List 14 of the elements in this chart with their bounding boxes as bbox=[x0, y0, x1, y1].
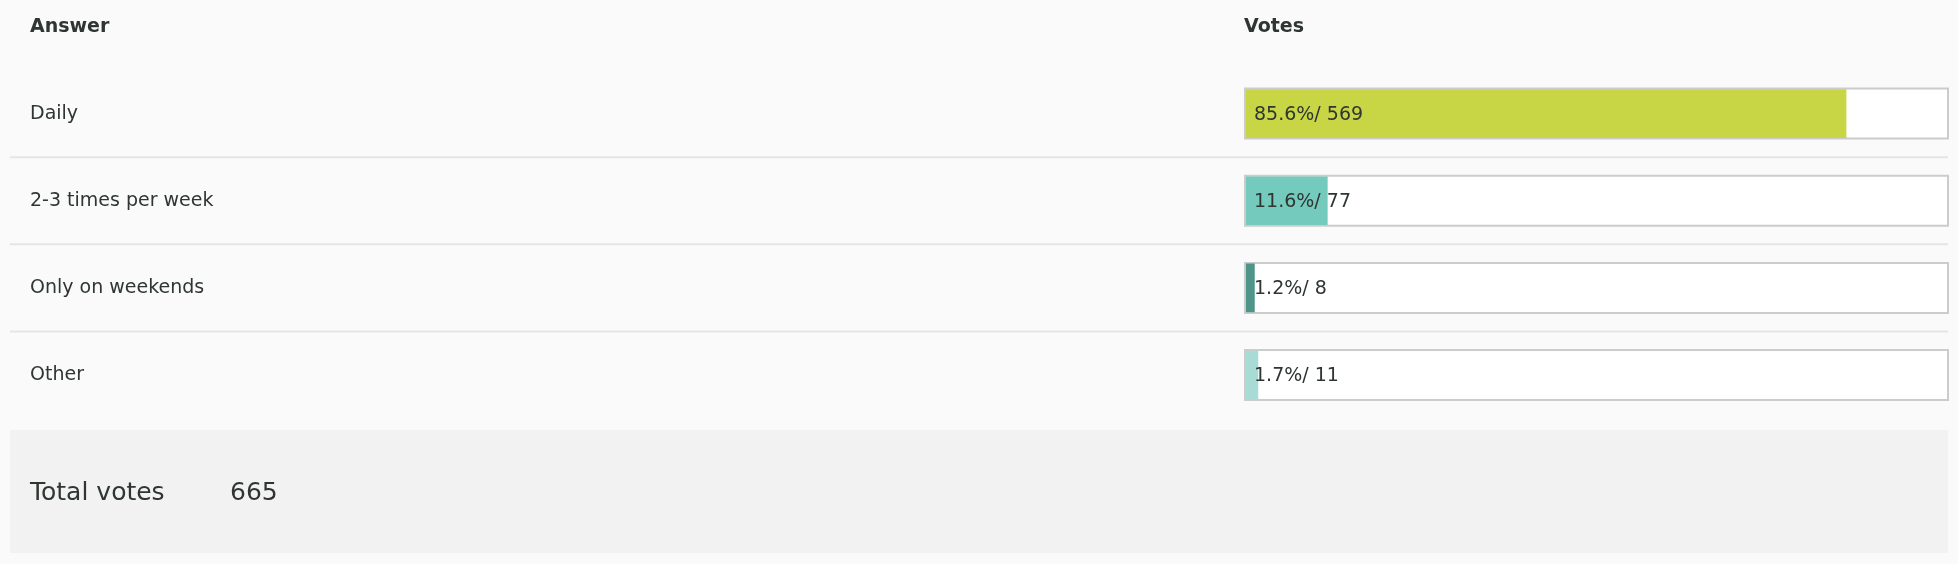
bar bbox=[1246, 176, 1328, 226]
data-label: 85.6%/ 569 bbox=[1254, 101, 1364, 124]
data-label: 1.7%/ 11 bbox=[1254, 362, 1339, 385]
y-axis-title: Answer bbox=[30, 13, 110, 38]
data-label: 11.6%/ 77 bbox=[1254, 188, 1351, 211]
text: 665 bbox=[230, 476, 278, 508]
data-label: 1.2%/ 8 bbox=[1254, 275, 1327, 298]
text: Total votes bbox=[30, 476, 165, 508]
y-tick-label: Only on weekends bbox=[30, 274, 205, 297]
y-tick-label: Daily bbox=[30, 100, 79, 123]
bar bbox=[1246, 263, 1255, 313]
y-tick-label: Other bbox=[30, 361, 85, 384]
x-axis-title: Votes bbox=[1244, 13, 1304, 38]
y-tick-label: 2-3 times per week bbox=[30, 187, 214, 210]
